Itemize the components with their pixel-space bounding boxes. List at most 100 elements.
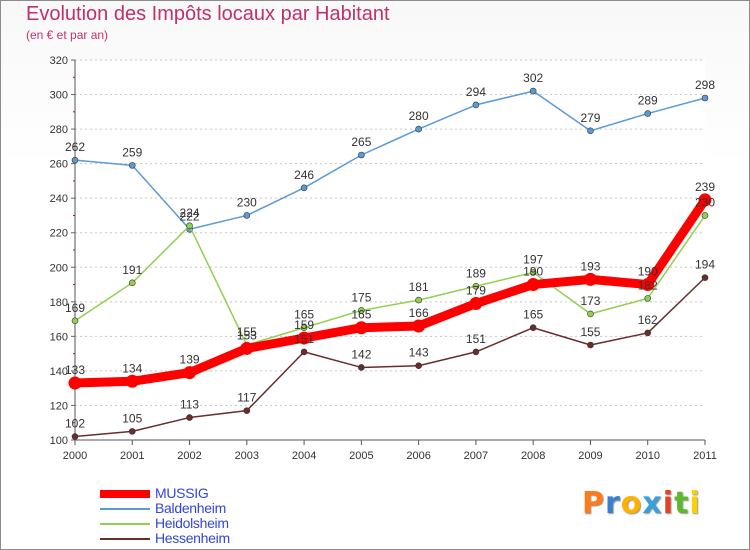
y-tick-label: 140: [50, 366, 68, 378]
series-line-hessenheim: [74, 276, 706, 438]
x-tick-label: 2007: [464, 450, 488, 462]
data-point: [240, 341, 254, 355]
data-label: 279: [580, 111, 600, 125]
data-label: 262: [65, 140, 85, 154]
data-label: 181: [409, 280, 429, 294]
legend-label: Heidolsheim: [155, 515, 229, 531]
data-label: 162: [638, 313, 658, 327]
data-label: 117: [237, 391, 256, 405]
data-label: 230: [237, 195, 257, 209]
data-point: [183, 366, 197, 380]
data-point: [701, 212, 709, 219]
legend-swatch: [100, 490, 150, 498]
data-point: [186, 414, 193, 421]
data-label: 224: [180, 206, 200, 220]
y-tick-label: 200: [50, 262, 68, 274]
data-point: [68, 376, 82, 390]
y-tick-label: 160: [50, 331, 68, 343]
data-label: 222: [180, 209, 200, 223]
x-tick-label: 2009: [578, 450, 602, 462]
y-tick-label: 280: [50, 124, 68, 136]
data-point: [125, 374, 139, 388]
data-label: 239: [695, 180, 715, 194]
data-point: [583, 272, 597, 286]
y-tick-label: 240: [50, 193, 68, 205]
data-label: 105: [122, 411, 142, 425]
data-point: [644, 295, 652, 302]
data-label: 142: [351, 347, 371, 361]
data-point: [297, 331, 311, 345]
data-label: 139: [180, 353, 200, 367]
data-point: [644, 329, 652, 337]
y-tick-label: 220: [50, 228, 68, 240]
data-point: [300, 324, 308, 332]
data-point: [300, 184, 308, 192]
data-label: 230: [695, 195, 715, 209]
data-point: [415, 125, 422, 133]
legend-label: Baldenheim: [155, 500, 226, 516]
data-label: 294: [466, 85, 486, 99]
data-label: 193: [580, 259, 600, 273]
data-label: 190: [523, 265, 543, 279]
y-tick-label: 300: [50, 90, 68, 102]
x-tick-label: 2002: [177, 450, 201, 462]
data-label: 259: [122, 145, 142, 159]
data-point: [415, 296, 422, 304]
y-tick-label: 120: [50, 400, 68, 412]
proxiti-logo: Proxiti: [582, 486, 701, 521]
data-label: 159: [294, 318, 314, 332]
data-point: [71, 433, 79, 440]
data-point: [469, 297, 483, 311]
data-label: 265: [351, 135, 371, 149]
data-label: 155: [237, 325, 257, 339]
data-point: [641, 278, 655, 292]
data-point: [354, 321, 368, 335]
legend-label: Hessenheim: [155, 530, 230, 546]
x-tick-label: 2008: [521, 450, 545, 462]
data-label: 169: [65, 301, 85, 315]
data-label: 298: [695, 78, 715, 92]
data-label: 175: [351, 290, 371, 304]
data-point: [698, 193, 712, 207]
data-label: 190: [638, 265, 658, 279]
data-label: 289: [638, 94, 658, 108]
x-tick-label: 2005: [349, 450, 373, 462]
data-label: 143: [409, 346, 429, 360]
data-point: [701, 94, 709, 102]
data-label: 189: [466, 266, 486, 280]
data-point: [128, 279, 136, 287]
chart-title: Evolution des Impôts locaux par Habitant: [26, 3, 390, 25]
data-point: [71, 317, 79, 325]
data-point: [128, 428, 136, 435]
data-label: 133: [65, 363, 85, 377]
legend-swatch: [100, 523, 150, 525]
data-label: 165: [351, 308, 371, 322]
data-point: [526, 278, 540, 292]
x-tick-label: 2000: [63, 450, 87, 462]
data-label: 302: [523, 71, 543, 85]
data-label: 151: [294, 332, 314, 346]
data-label: 194: [695, 258, 715, 272]
x-tick-label: 2006: [406, 450, 430, 462]
data-point: [472, 101, 480, 109]
data-point: [300, 348, 308, 356]
data-label: 134: [122, 361, 142, 375]
data-label: 113: [180, 398, 199, 412]
data-label: 166: [409, 306, 429, 320]
y-tick-label: 100: [50, 435, 68, 447]
data-point: [186, 222, 193, 230]
data-point: [587, 127, 594, 135]
data-point: [701, 274, 709, 281]
series-line-baldenheim: [74, 90, 706, 231]
data-point: [358, 307, 365, 314]
data-point: [358, 151, 365, 159]
data-label: 179: [466, 284, 486, 298]
data-point: [472, 348, 480, 356]
x-tick-label: 2010: [635, 450, 659, 462]
y-tick-label: 260: [50, 159, 68, 171]
data-label: 173: [580, 294, 600, 308]
y-tick-label: 320: [50, 55, 68, 67]
data-point: [415, 362, 422, 370]
data-label: 155: [580, 325, 600, 339]
series-line-mussig: [70, 195, 710, 388]
